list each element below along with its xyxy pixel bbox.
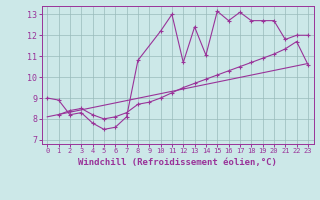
X-axis label: Windchill (Refroidissement éolien,°C): Windchill (Refroidissement éolien,°C): [78, 158, 277, 167]
